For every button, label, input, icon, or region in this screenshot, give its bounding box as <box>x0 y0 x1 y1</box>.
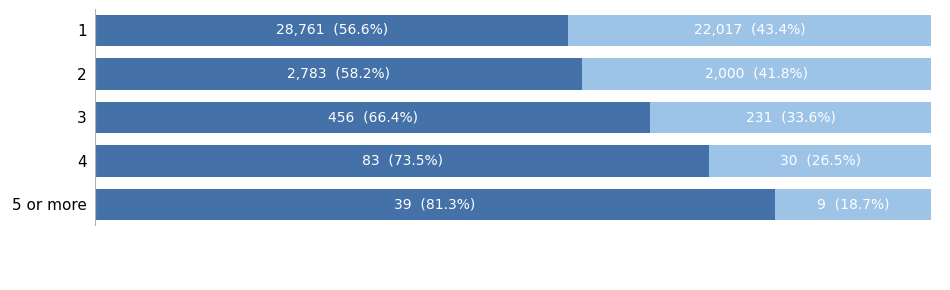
Bar <box>568 15 931 46</box>
Bar <box>95 189 774 220</box>
Bar <box>95 102 650 133</box>
Text: 83  (73.5%): 83 (73.5%) <box>362 154 443 168</box>
Text: 231  (33.6%): 231 (33.6%) <box>746 110 835 124</box>
Bar <box>650 102 931 133</box>
Text: 39  (81.3%): 39 (81.3%) <box>394 197 475 211</box>
Text: 2,000  (41.8%): 2,000 (41.8%) <box>705 67 808 81</box>
Text: 456  (66.4%): 456 (66.4%) <box>328 110 418 124</box>
Text: 22,017  (43.4%): 22,017 (43.4%) <box>694 23 806 37</box>
Bar <box>710 145 931 177</box>
Text: 9  (18.7%): 9 (18.7%) <box>817 197 889 211</box>
Text: 30  (26.5%): 30 (26.5%) <box>780 154 861 168</box>
Bar <box>774 189 931 220</box>
Bar <box>95 145 710 177</box>
Bar <box>581 58 931 90</box>
Text: 2,783  (58.2%): 2,783 (58.2%) <box>287 67 389 81</box>
Text: 28,761  (56.6%): 28,761 (56.6%) <box>276 23 388 37</box>
Bar <box>95 15 568 46</box>
Bar <box>95 58 581 90</box>
